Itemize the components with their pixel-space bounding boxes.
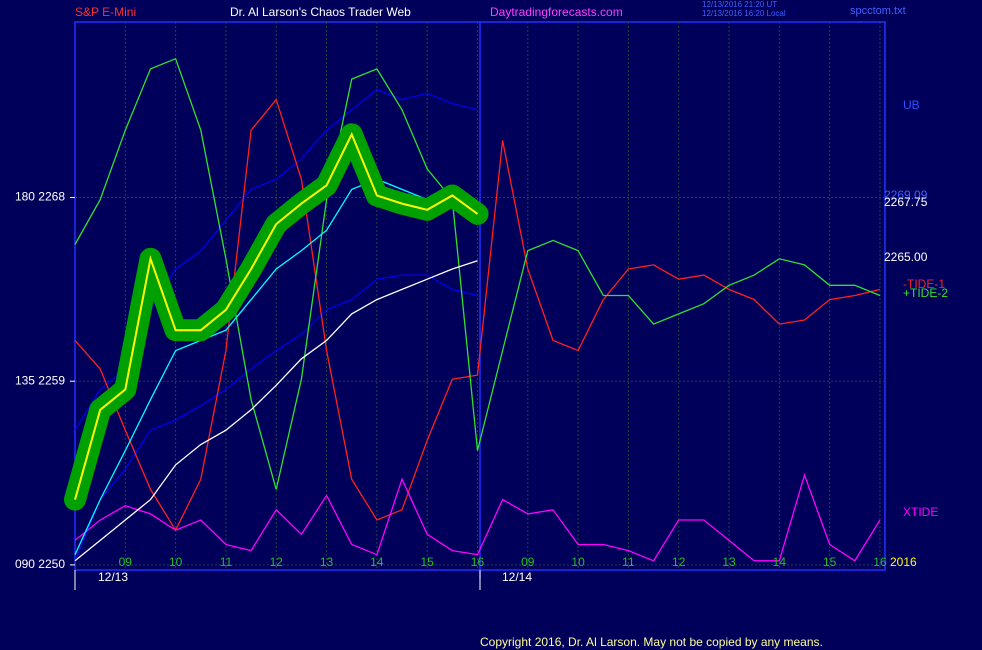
series-line — [74, 274, 478, 562]
annotation: 2265.00 — [884, 250, 928, 264]
time-ut: 12/13/2016 21:20 UT — [702, 0, 777, 9]
x-tick-label: 14 — [370, 555, 384, 569]
series-label: +TIDE-2 — [903, 286, 948, 300]
grid — [70, 22, 885, 570]
annotation: 2269.09 — [884, 188, 928, 202]
annotation: 12/14 — [502, 570, 532, 584]
series-label: UB — [903, 98, 920, 112]
series-line — [74, 57, 881, 490]
x-tick-label: 11 — [220, 555, 233, 569]
x-tick-label: 16 — [471, 555, 485, 569]
x-tick-label: 12 — [672, 555, 686, 569]
x-tick-label: 15 — [420, 555, 434, 569]
x-tick-label: 13 — [320, 555, 334, 569]
y-tick-label: 090 2250 — [15, 557, 65, 571]
x-tick-label: 13 — [722, 555, 736, 569]
file-name: spcctom.txt — [850, 5, 906, 17]
x-tick-label: 09 — [521, 555, 535, 569]
x-tick-label: 09 — [119, 555, 133, 569]
series-line — [74, 473, 881, 562]
x-tick-label: 12 — [270, 555, 284, 569]
series-line — [74, 178, 478, 555]
series-line — [74, 131, 479, 500]
site-title: Dr. Al Larson's Chaos Trader Web — [230, 5, 411, 19]
site-url: Daytradingforecasts.com — [490, 5, 623, 19]
y-tick-label: 135 2259 — [15, 373, 65, 387]
x-tick-label: 10 — [571, 555, 585, 569]
annotation: 2016 — [890, 555, 917, 569]
series-lines — [64, 57, 881, 562]
annotation: 12/13 — [98, 570, 128, 584]
series-label: -TIDE-1 — [903, 277, 945, 291]
x-tick-label: 14 — [773, 555, 787, 569]
copyright: Copyright 2016, Dr. Al Larson. May not b… — [480, 635, 823, 649]
x-tick-label: 16 — [873, 555, 887, 569]
time-local: 12/13/2016 16:20 Local — [702, 9, 786, 18]
annotation: 2267.75 — [884, 195, 928, 209]
series-line — [74, 260, 478, 562]
symbol: S&P E-Mini — [75, 5, 136, 19]
x-tick-label: 10 — [169, 555, 183, 569]
labels: 09 10 11 12 13 14 15 16 09 10 11 12 13 14 15 16 180 2268… — [15, 98, 948, 584]
x-tick-label: 11 — [622, 555, 635, 569]
y-tick-label: 180 2268 — [15, 190, 65, 204]
x-tick-label: 15 — [823, 555, 837, 569]
series-label: XTIDE — [903, 505, 938, 519]
series-line — [74, 98, 881, 532]
